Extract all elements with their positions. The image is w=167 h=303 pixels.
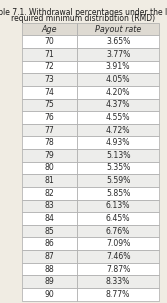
- Bar: [22, 48, 77, 61]
- Text: 77: 77: [44, 125, 54, 135]
- Text: 3.77%: 3.77%: [106, 50, 130, 59]
- Bar: [77, 275, 159, 288]
- Text: 5.59%: 5.59%: [106, 176, 130, 185]
- Text: 82: 82: [44, 189, 54, 198]
- Text: 70: 70: [44, 37, 54, 46]
- Bar: [77, 238, 159, 250]
- Text: 78: 78: [44, 138, 54, 147]
- Bar: [22, 162, 77, 174]
- Bar: [77, 35, 159, 48]
- Text: 3.65%: 3.65%: [106, 37, 130, 46]
- Text: 81: 81: [44, 176, 54, 185]
- Bar: [22, 111, 77, 124]
- Text: 6.45%: 6.45%: [106, 214, 130, 223]
- Bar: [22, 288, 77, 301]
- Bar: [22, 35, 77, 48]
- Text: 4.20%: 4.20%: [106, 88, 130, 97]
- Bar: [77, 250, 159, 263]
- Bar: [22, 98, 77, 111]
- Text: 73: 73: [44, 75, 54, 84]
- Bar: [22, 149, 77, 162]
- Bar: [77, 23, 159, 35]
- Bar: [77, 48, 159, 61]
- Text: 4.37%: 4.37%: [106, 100, 130, 109]
- Bar: [77, 124, 159, 136]
- Text: Payout rate: Payout rate: [95, 25, 141, 34]
- Text: 8.33%: 8.33%: [106, 277, 130, 286]
- Text: 74: 74: [44, 88, 54, 97]
- Bar: [22, 61, 77, 73]
- Text: 6.76%: 6.76%: [106, 227, 130, 236]
- Bar: [77, 136, 159, 149]
- Bar: [22, 225, 77, 238]
- Text: 5.35%: 5.35%: [106, 163, 130, 172]
- Bar: [22, 238, 77, 250]
- Bar: [77, 212, 159, 225]
- Bar: [22, 200, 77, 212]
- Text: 87: 87: [44, 252, 54, 261]
- Bar: [77, 61, 159, 73]
- Text: 89: 89: [44, 277, 54, 286]
- Text: 4.93%: 4.93%: [106, 138, 130, 147]
- Text: 5.13%: 5.13%: [106, 151, 130, 160]
- Bar: [77, 86, 159, 98]
- Text: 88: 88: [44, 265, 54, 274]
- Text: 5.85%: 5.85%: [106, 189, 130, 198]
- Bar: [77, 225, 159, 238]
- Bar: [77, 111, 159, 124]
- Text: Table 7.1. Withdrawal percentages under the IRS: Table 7.1. Withdrawal percentages under …: [0, 8, 167, 17]
- Bar: [22, 212, 77, 225]
- Bar: [22, 187, 77, 200]
- Text: 4.05%: 4.05%: [106, 75, 130, 84]
- Bar: [77, 200, 159, 212]
- Bar: [22, 136, 77, 149]
- Text: 72: 72: [44, 62, 54, 72]
- Text: 76: 76: [44, 113, 54, 122]
- Bar: [22, 250, 77, 263]
- Text: 7.87%: 7.87%: [106, 265, 130, 274]
- Text: 7.46%: 7.46%: [106, 252, 130, 261]
- Bar: [22, 73, 77, 86]
- Text: required minimum distribution (RMD): required minimum distribution (RMD): [11, 14, 156, 23]
- Text: 4.55%: 4.55%: [106, 113, 130, 122]
- Bar: [77, 98, 159, 111]
- Text: 71: 71: [44, 50, 54, 59]
- Bar: [77, 73, 159, 86]
- Text: 4.72%: 4.72%: [106, 125, 130, 135]
- Bar: [22, 174, 77, 187]
- Bar: [22, 23, 77, 35]
- Bar: [77, 288, 159, 301]
- Text: 84: 84: [44, 214, 54, 223]
- Text: Age: Age: [42, 25, 57, 34]
- Text: 3.91%: 3.91%: [106, 62, 130, 72]
- Bar: [77, 187, 159, 200]
- Text: 6.13%: 6.13%: [106, 201, 130, 210]
- Text: 75: 75: [44, 100, 54, 109]
- Text: 83: 83: [44, 201, 54, 210]
- Bar: [22, 86, 77, 98]
- Bar: [22, 263, 77, 275]
- Bar: [22, 275, 77, 288]
- Bar: [22, 124, 77, 136]
- Text: 80: 80: [44, 163, 54, 172]
- Text: 85: 85: [44, 227, 54, 236]
- Bar: [77, 174, 159, 187]
- Bar: [77, 263, 159, 275]
- Text: 90: 90: [44, 290, 54, 299]
- Text: 8.77%: 8.77%: [106, 290, 130, 299]
- Text: 79: 79: [44, 151, 54, 160]
- Text: 86: 86: [44, 239, 54, 248]
- Text: 7.09%: 7.09%: [106, 239, 130, 248]
- Bar: [77, 149, 159, 162]
- Bar: [77, 162, 159, 174]
